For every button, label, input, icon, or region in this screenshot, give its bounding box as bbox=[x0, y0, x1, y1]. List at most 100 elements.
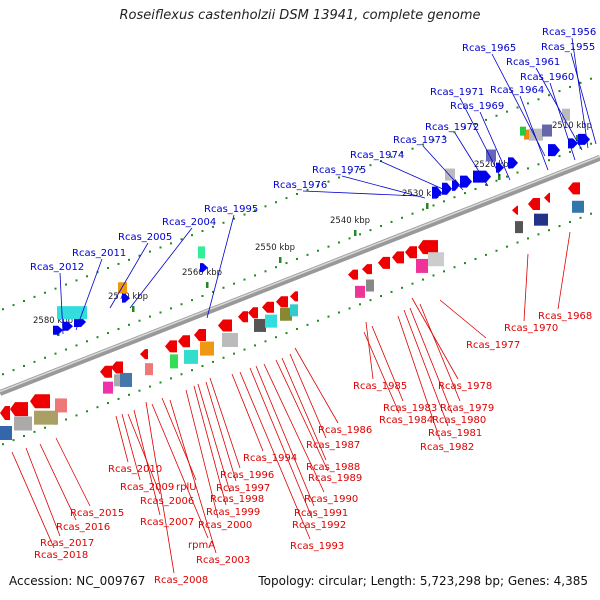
gene-label-rcas-2009: Rcas_2009 bbox=[120, 482, 174, 493]
scale-dot bbox=[401, 151, 403, 154]
label-leader-line bbox=[397, 315, 441, 441]
gene-label-rcas-2018: Rcas_2018 bbox=[34, 550, 88, 561]
scale-dot bbox=[348, 307, 351, 310]
scale-dot bbox=[138, 389, 141, 392]
scale-dot bbox=[75, 279, 78, 282]
genome-backbone-highlight bbox=[0, 155, 600, 393]
gene-label-rcas-1993: Rcas_1993 bbox=[290, 541, 344, 552]
label-leader-line bbox=[127, 413, 161, 495]
scale-dot bbox=[86, 275, 88, 278]
feature-box bbox=[280, 307, 292, 321]
scale-dot bbox=[558, 90, 561, 93]
scale-dot bbox=[2, 373, 4, 376]
gene-label-rcas-1956: Rcas_1956 bbox=[542, 27, 596, 38]
genome-backbone bbox=[0, 155, 600, 396]
label-leader-line bbox=[281, 357, 327, 461]
scale-dot bbox=[579, 216, 582, 219]
gene-label-rcas-2012: Rcas_2012 bbox=[30, 262, 84, 273]
scale-dot bbox=[159, 381, 162, 384]
scale-dot bbox=[128, 393, 130, 396]
gene-label-rcas-2017: Rcas_2017 bbox=[40, 538, 94, 549]
label-leader-line bbox=[535, 67, 583, 151]
scale-dot bbox=[117, 262, 120, 265]
label-leader-line bbox=[25, 447, 61, 537]
reverse-gene bbox=[140, 349, 148, 360]
feature-box bbox=[118, 282, 127, 294]
gene-label-rcas-1970: Rcas_1970 bbox=[504, 323, 558, 334]
gene-label-rcas-1980: Rcas_1980 bbox=[432, 415, 486, 426]
gene-label-rcas-1987: Rcas_1987 bbox=[306, 440, 360, 451]
reverse-gene bbox=[111, 361, 123, 374]
scale-dot bbox=[506, 175, 508, 178]
feature-box bbox=[55, 398, 67, 413]
label-leader-line bbox=[365, 321, 374, 380]
gene-label-rcas-2003: Rcas_2003 bbox=[196, 555, 250, 566]
label-leader-line bbox=[422, 145, 464, 191]
scale-dot bbox=[275, 201, 277, 204]
scale-dot bbox=[86, 340, 88, 343]
scale-dot bbox=[86, 410, 88, 413]
scale-dot bbox=[516, 171, 519, 174]
scale-dot bbox=[201, 230, 204, 233]
scale-dot bbox=[338, 311, 340, 314]
gene-label-rcas-1972: Rcas_1972 bbox=[425, 122, 479, 133]
gene-label-rcas-1978: Rcas_1978 bbox=[438, 381, 492, 392]
gene-label-rcas-1984: Rcas_1984 bbox=[379, 415, 433, 426]
scale-dot bbox=[23, 434, 25, 437]
gene-label-rcas-1988: Rcas_1988 bbox=[306, 462, 360, 473]
gene-label-rcas-1979: Rcas_1979 bbox=[440, 403, 494, 414]
gene-label-rcas-1985: Rcas_1985 bbox=[353, 381, 407, 392]
reverse-gene bbox=[10, 402, 28, 417]
scale-dot bbox=[453, 131, 456, 134]
label-leader-line bbox=[231, 373, 264, 452]
forward-gene bbox=[200, 263, 208, 273]
reverse-gene bbox=[290, 291, 298, 302]
scale-dot bbox=[296, 257, 298, 260]
scale-dot bbox=[516, 106, 519, 109]
scale-dot bbox=[348, 237, 351, 240]
reverse-gene bbox=[392, 251, 404, 264]
label-leader-line bbox=[557, 231, 571, 310]
label-leader-line bbox=[479, 111, 511, 181]
scale-dot bbox=[44, 426, 46, 429]
label-leader-line bbox=[249, 367, 313, 519]
scale-dot bbox=[233, 282, 235, 285]
reverse-gene bbox=[276, 296, 288, 308]
gene-label-rcas-1975: Rcas_1975 bbox=[312, 165, 366, 176]
reverse-gene bbox=[528, 198, 540, 211]
scale-dot bbox=[369, 164, 372, 167]
label-leader-line bbox=[294, 347, 339, 424]
scale-dot bbox=[180, 373, 183, 376]
scale-dot bbox=[180, 238, 183, 241]
scale-dot bbox=[506, 245, 508, 248]
gene-label-rcas-1961: Rcas_1961 bbox=[506, 57, 560, 68]
scale-dot bbox=[296, 192, 298, 195]
scale-dot bbox=[569, 220, 571, 223]
scale-dot bbox=[117, 327, 120, 330]
label-leader-line bbox=[115, 415, 129, 463]
gene-label-rcas-1974: Rcas_1974 bbox=[350, 150, 404, 161]
feature-box bbox=[34, 410, 58, 425]
gene-label-rcas-2005: Rcas_2005 bbox=[118, 232, 172, 243]
scale-dot bbox=[317, 184, 319, 187]
mid-scale-track bbox=[2, 142, 592, 376]
reverse-gene bbox=[238, 311, 248, 323]
scale-dot bbox=[495, 114, 498, 117]
scale-dot bbox=[527, 102, 529, 105]
scale-major-tick bbox=[426, 203, 429, 209]
topology-label: Topology: circular; Length: 5,723,298 bp… bbox=[258, 574, 588, 588]
scale-dot bbox=[411, 147, 414, 150]
scale-label-2560-kbp: 2560 kbp bbox=[182, 268, 222, 278]
label-leader-line bbox=[363, 331, 400, 414]
scale-dot bbox=[254, 274, 256, 277]
scale-dot bbox=[285, 262, 288, 265]
label-leader-line bbox=[411, 297, 459, 380]
scale-dot bbox=[464, 192, 466, 195]
scale-dot bbox=[338, 241, 340, 244]
gene-label-rcas-1996: Rcas_1996 bbox=[220, 470, 274, 481]
label-leader-line bbox=[129, 227, 193, 309]
feature-box bbox=[114, 374, 122, 387]
scale-dot bbox=[117, 397, 120, 400]
reverse-gene bbox=[165, 340, 177, 353]
